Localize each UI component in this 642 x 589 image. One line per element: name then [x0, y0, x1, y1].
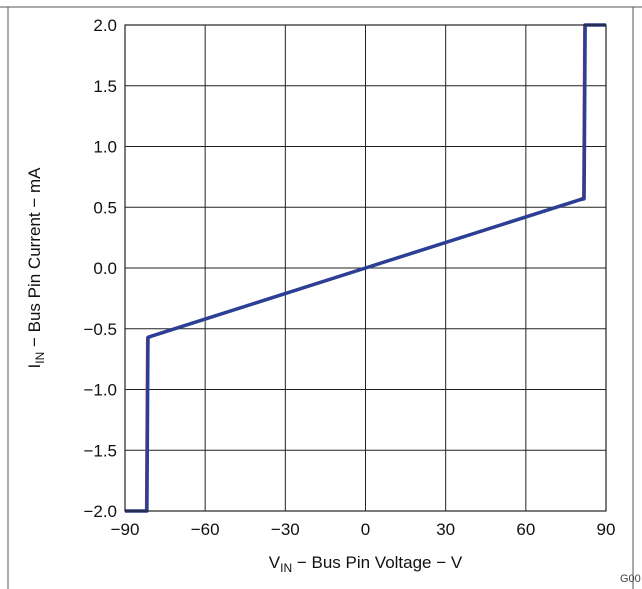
x-tick-label: 0	[361, 520, 370, 539]
y-axis-title: IIN − Bus Pin Current − mA	[25, 167, 47, 369]
series-layer	[125, 23, 606, 513]
figure-code: G00	[620, 573, 641, 585]
x-tick-label: −90	[111, 520, 140, 539]
x-tick-label: −60	[191, 520, 220, 539]
x-tick-label: 30	[436, 520, 455, 539]
y-tick-label: 2.0	[93, 16, 117, 35]
y-tick-label: −0.5	[83, 320, 117, 339]
y-tick-label: −1.5	[83, 441, 117, 460]
y-tick-label: −1.0	[83, 381, 117, 400]
y-tick-label: 1.5	[93, 77, 117, 96]
x-axis-title: VIN − Bus Pin Voltage − V	[269, 553, 463, 575]
x-tick-label: 90	[597, 520, 616, 539]
y-tick-label: 1.0	[93, 138, 117, 157]
x-tick-label: −30	[271, 520, 300, 539]
y-tick-label: 0.5	[93, 198, 117, 217]
plot-frame	[124, 24, 607, 512]
series-line-2	[125, 23, 606, 513]
y-tick-label: −2.0	[83, 502, 117, 521]
x-tick-label: 60	[516, 520, 535, 539]
x-tick-labels: −90 −60 −30 0 30 60 90	[111, 520, 616, 539]
y-tick-label: 0.0	[93, 259, 117, 278]
y-tick-labels: 2.0 1.5 1.0 0.5 0.0 −0.5 −1.0 −1.5 −2.0	[83, 16, 117, 521]
